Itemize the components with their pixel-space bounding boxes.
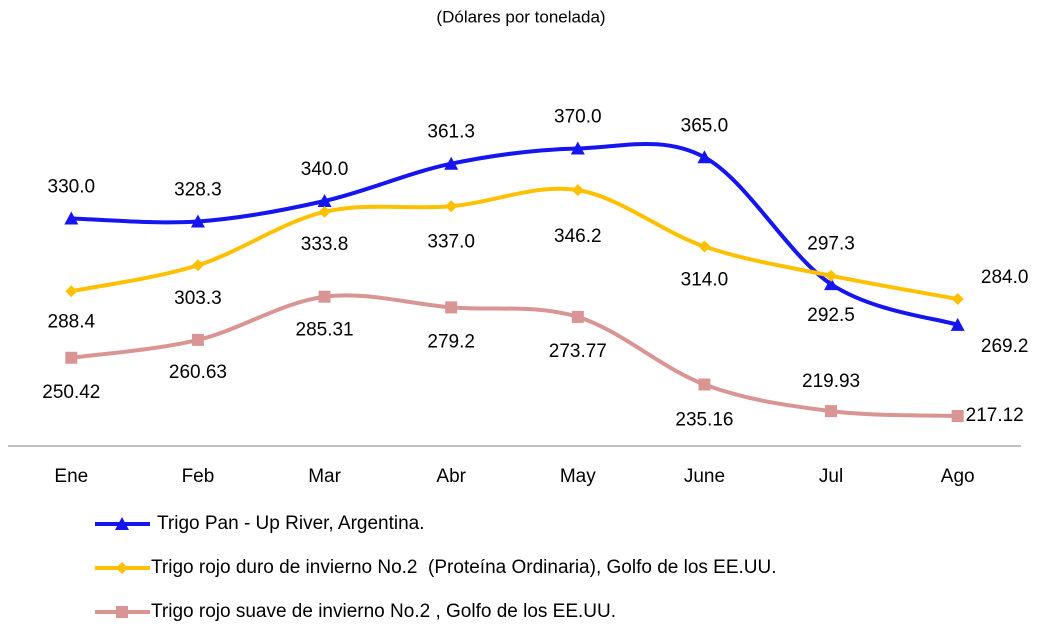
marker (698, 240, 711, 253)
line (70, 186, 959, 301)
data-label: 250.42 (42, 382, 100, 403)
line (71, 293, 958, 419)
data-label: 219.93 (802, 371, 860, 392)
data-label: 365.0 (681, 115, 729, 136)
legend-marker (116, 606, 128, 618)
marker (951, 293, 964, 305)
marker (570, 141, 585, 155)
marker (825, 405, 838, 418)
marker (190, 214, 205, 228)
data-label: 288.4 (48, 311, 96, 332)
marker (950, 317, 965, 331)
marker (318, 205, 331, 218)
data-label: 292.5 (807, 305, 855, 326)
marker (445, 200, 458, 213)
marker (318, 290, 331, 303)
data-label: 314.0 (681, 270, 729, 291)
data-label: 273.77 (549, 341, 607, 362)
data-label: 217.12 (966, 405, 1024, 426)
data-label: 361.3 (427, 122, 475, 143)
marker (317, 194, 332, 207)
chart-title: (Dólares por tonelada) (436, 7, 605, 26)
legend-label: Trigo rojo suave de invierno No.2 , Golf… (151, 601, 616, 622)
marker (65, 285, 78, 298)
legend-marker (115, 517, 129, 530)
data-label: 260.63 (169, 362, 227, 383)
data-label: 330.0 (48, 177, 96, 198)
marker (571, 310, 584, 323)
data-label: 346.2 (554, 226, 602, 247)
marker (445, 301, 458, 314)
marker (698, 378, 711, 391)
data-label: 284.0 (981, 267, 1029, 288)
legend-label: Trigo Pan - Up River, Argentina. (157, 513, 425, 534)
x-tick-label: June (684, 466, 725, 487)
marker (191, 333, 204, 346)
legend-marker (116, 562, 128, 574)
data-label: 297.3 (807, 234, 855, 255)
legend-label: Trigo rojo duro de invierno No.2 (Proteí… (151, 557, 777, 578)
x-tick-label: Jul (819, 466, 843, 487)
data-label: 279.2 (427, 331, 475, 352)
x-tick-label: Ago (941, 466, 975, 487)
data-label: 285.31 (296, 320, 354, 341)
marker (444, 156, 459, 170)
x-tick-label: Ene (54, 466, 88, 487)
marker (825, 269, 838, 282)
data-label: 235.16 (675, 409, 733, 430)
x-tick-label: Feb (182, 466, 215, 487)
marker (65, 351, 78, 364)
x-tick-label: Abr (436, 466, 466, 487)
data-label: 340.0 (301, 159, 349, 180)
marker (191, 259, 204, 272)
data-label: 328.3 (174, 179, 222, 200)
data-label: 337.0 (427, 231, 475, 252)
marker (697, 150, 712, 164)
data-label: 370.0 (554, 107, 602, 128)
marker (951, 410, 964, 423)
data-label: 303.3 (174, 288, 222, 309)
marker (64, 211, 79, 225)
marker (824, 277, 839, 291)
marker (571, 184, 584, 197)
data-label: 269.2 (981, 336, 1029, 357)
x-tick-label: May (560, 466, 596, 487)
data-label: 333.8 (301, 234, 349, 255)
x-tick-label: Mar (308, 466, 341, 487)
